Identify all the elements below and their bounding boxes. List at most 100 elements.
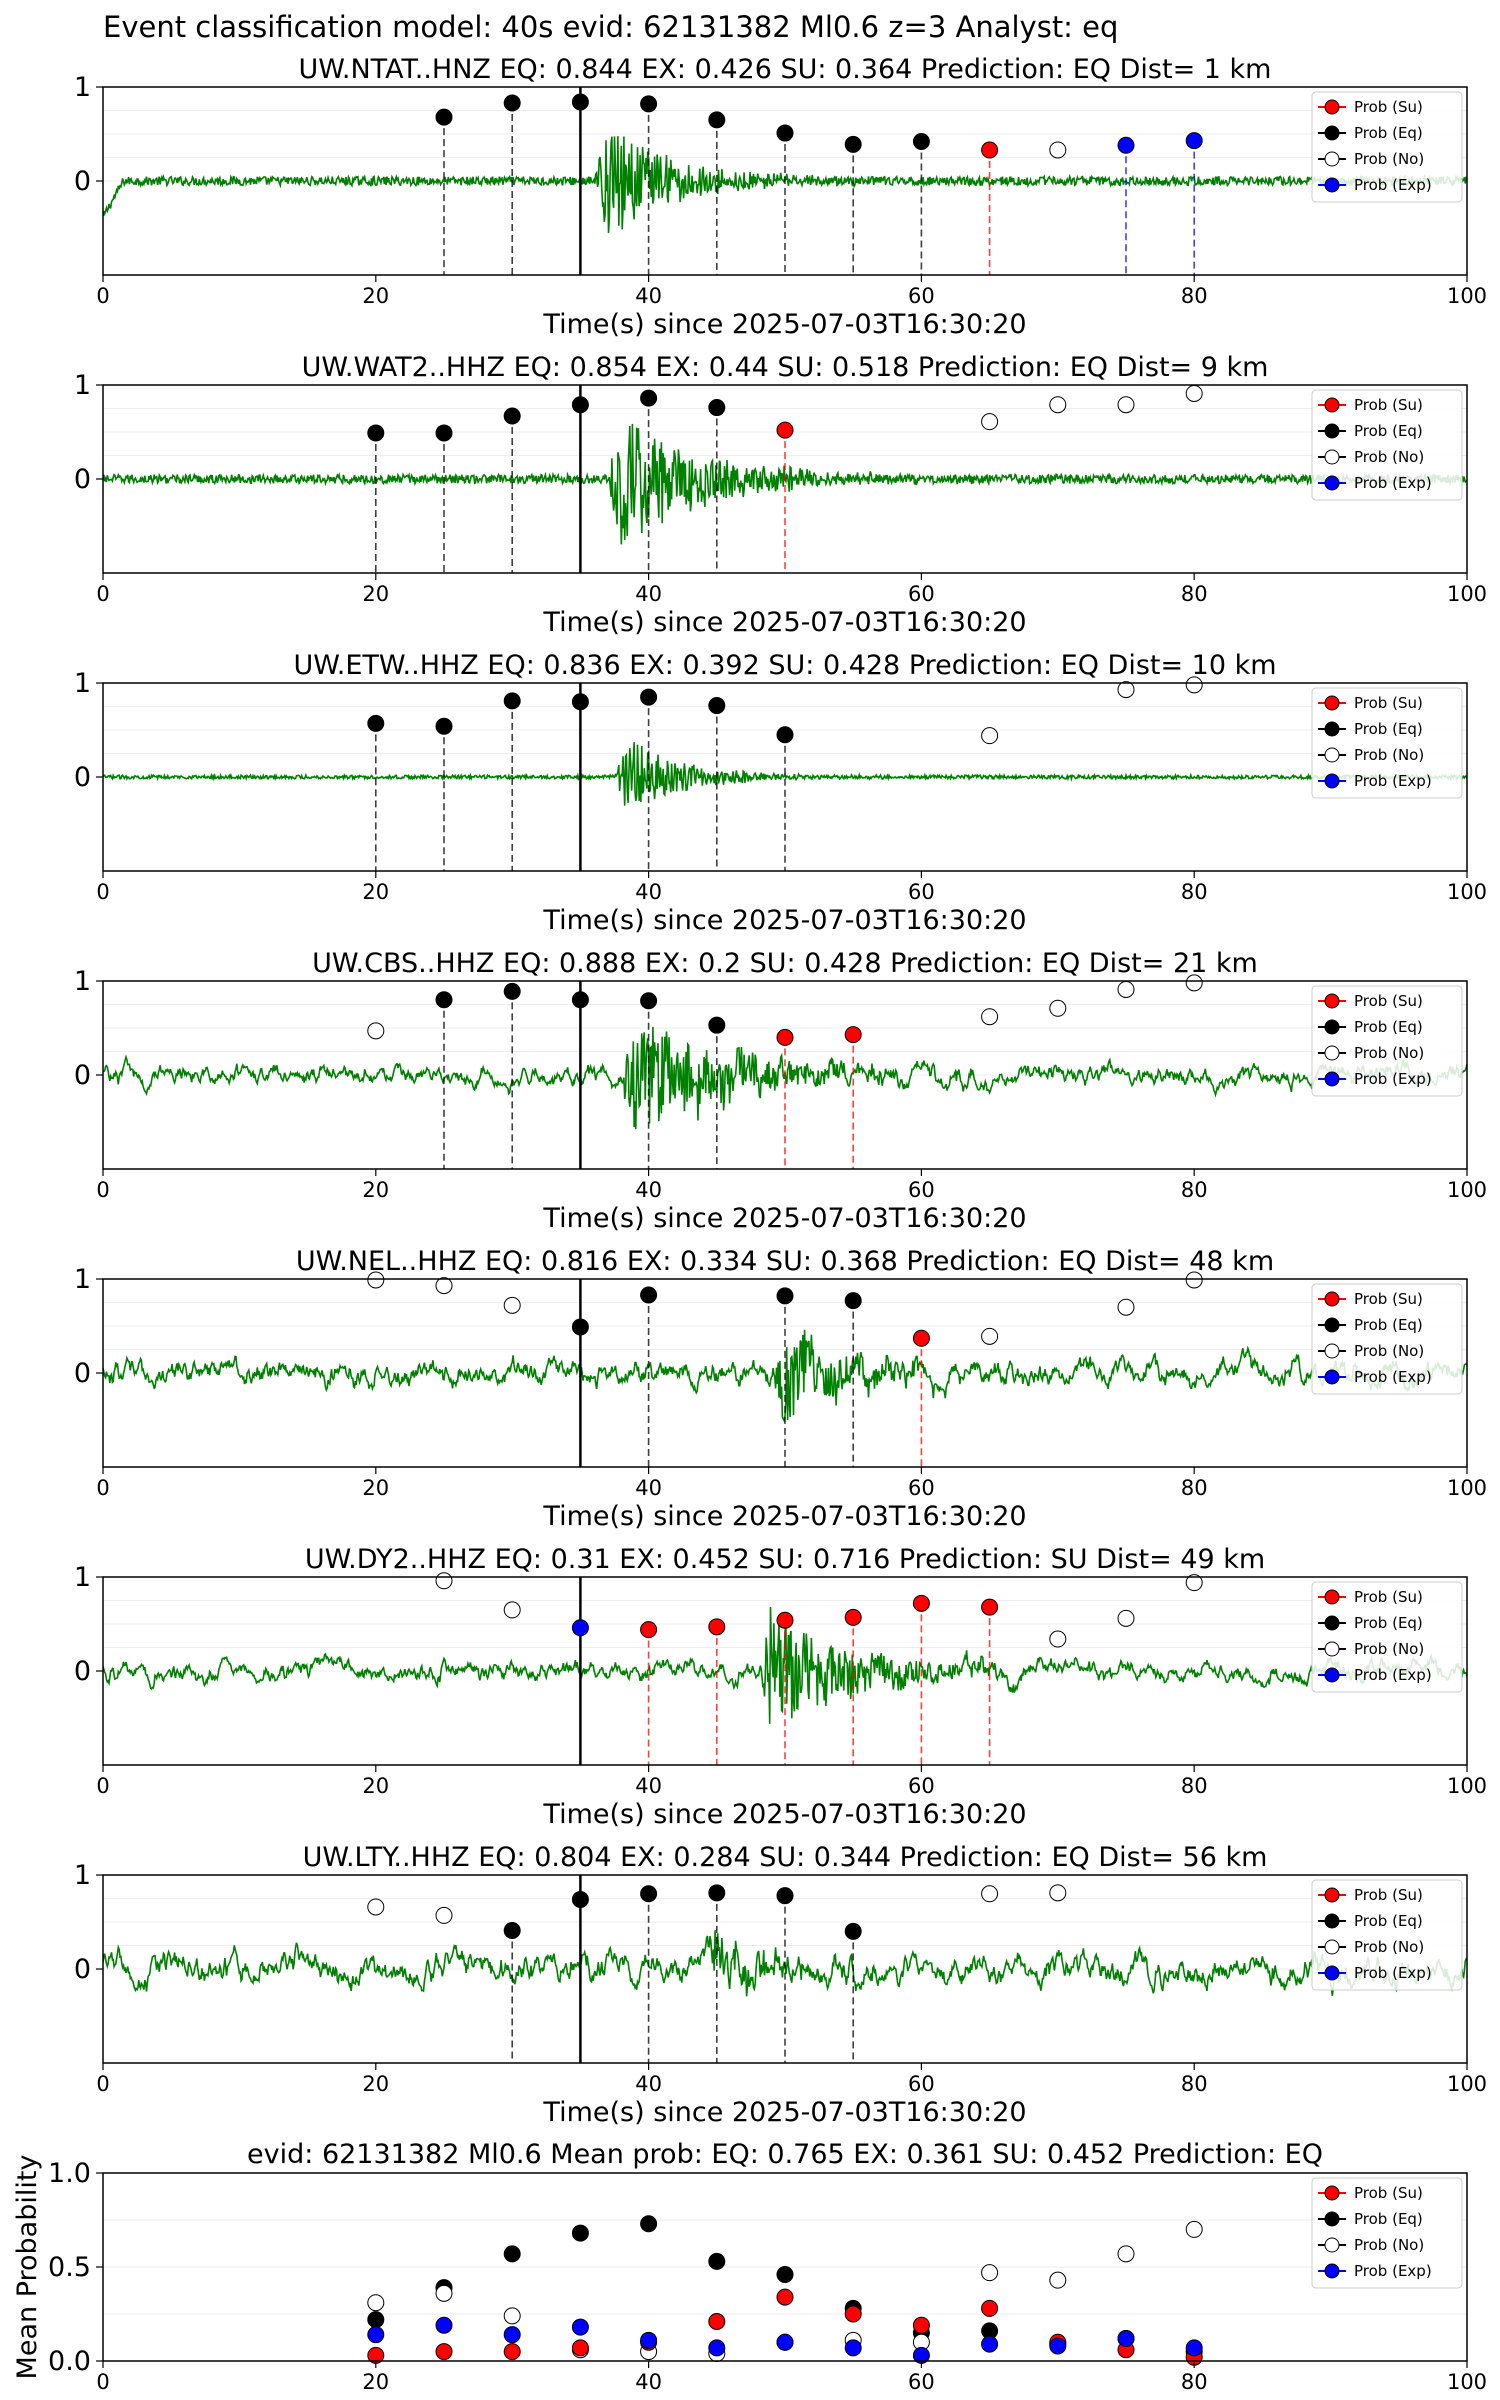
panel-title: UW.LTY..HHZ EQ: 0.804 EX: 0.284 SU: 0.34… bbox=[303, 1842, 1268, 1873]
x-tick-label: 0 bbox=[96, 880, 109, 904]
prob-point-no bbox=[1185, 1574, 1203, 1592]
prob-point-eq bbox=[503, 407, 521, 425]
prob-point-no bbox=[1185, 384, 1203, 402]
prob-point-eq bbox=[435, 108, 453, 126]
legend-marker bbox=[1324, 1615, 1340, 1631]
legend-marker bbox=[1324, 1291, 1340, 1307]
prob-point-eq bbox=[435, 424, 453, 442]
waveform-layer bbox=[103, 1329, 1467, 1424]
y-tick-label: 0 bbox=[74, 1358, 91, 1389]
legend-marker bbox=[1324, 747, 1340, 763]
prob-point-su bbox=[776, 1611, 794, 1629]
x-tick-label: 0 bbox=[96, 1178, 109, 1202]
mean-point-no bbox=[981, 2264, 999, 2282]
mean-point-exp bbox=[844, 2339, 862, 2357]
mean-point-exp bbox=[1049, 2337, 1067, 2355]
x-tick-label: 80 bbox=[1181, 2370, 1208, 2394]
prob-point-eq bbox=[776, 1287, 794, 1305]
legend-frame bbox=[1311, 687, 1463, 799]
x-tick-label: 20 bbox=[362, 284, 389, 308]
mean-point-exp bbox=[503, 2326, 521, 2344]
prob-point-eq bbox=[571, 1318, 589, 1336]
x-axis-label: Time(s) since 2025-07-03T16:30:20 bbox=[542, 309, 1026, 340]
x-tick-label: 60 bbox=[908, 1774, 935, 1798]
legend-label: Prob (Exp) bbox=[1354, 1368, 1432, 1386]
prob-point-eq bbox=[844, 135, 862, 153]
x-tick-label: 40 bbox=[635, 284, 662, 308]
mean-point-su bbox=[912, 2316, 930, 2334]
x-tick-label: 60 bbox=[908, 1178, 935, 1202]
prob-point-no bbox=[1049, 1630, 1067, 1648]
mean-point-exp bbox=[435, 2316, 453, 2334]
prob-point-no bbox=[435, 1572, 453, 1590]
legend-label: Prob (Exp) bbox=[1354, 772, 1432, 790]
legend-frame bbox=[1311, 985, 1463, 1097]
legend-marker bbox=[1324, 1939, 1340, 1955]
y-tick-label: 1.0 bbox=[48, 2158, 91, 2189]
mean-point-su bbox=[503, 2343, 521, 2361]
prob-point-no bbox=[367, 1271, 385, 1289]
legend-label: Prob (Eq) bbox=[1354, 1614, 1423, 1632]
legend-marker bbox=[1324, 1045, 1340, 1061]
x-tick-label: 60 bbox=[908, 880, 935, 904]
legend-marker bbox=[1324, 1913, 1340, 1929]
x-tick-label: 20 bbox=[362, 1476, 389, 1500]
panel-title: UW.WAT2..HHZ EQ: 0.854 EX: 0.44 SU: 0.51… bbox=[302, 352, 1269, 383]
prob-point-exp bbox=[1117, 136, 1135, 154]
mean-point-eq bbox=[571, 2224, 589, 2242]
mean-point-no bbox=[1185, 2220, 1203, 2238]
legend-label: Prob (No) bbox=[1354, 1938, 1424, 1956]
panel-4: UW.CBS..HHZ EQ: 0.888 EX: 0.2 SU: 0.428 … bbox=[74, 948, 1487, 1234]
legend-label: Prob (No) bbox=[1354, 2236, 1424, 2254]
x-tick-label: 40 bbox=[635, 1774, 662, 1798]
prob-point-eq bbox=[571, 991, 589, 1009]
prob-point-su bbox=[844, 1608, 862, 1626]
x-tick-label: 60 bbox=[908, 284, 935, 308]
panel-1: UW.NTAT..HNZ EQ: 0.844 EX: 0.426 SU: 0.3… bbox=[74, 54, 1487, 340]
x-tick-label: 20 bbox=[362, 2072, 389, 2096]
prob-point-no bbox=[981, 1885, 999, 1903]
x-tick-label: 40 bbox=[635, 880, 662, 904]
panel-3: UW.ETW..HHZ EQ: 0.836 EX: 0.392 SU: 0.42… bbox=[74, 650, 1487, 936]
mean-point-eq bbox=[640, 2215, 658, 2233]
prob-point-eq bbox=[776, 726, 794, 744]
panel-title: UW.DY2..HHZ EQ: 0.31 EX: 0.452 SU: 0.716… bbox=[305, 1544, 1265, 1575]
x-tick-label: 80 bbox=[1181, 2072, 1208, 2096]
legend-marker bbox=[1324, 2185, 1340, 2201]
panel-6: UW.DY2..HHZ EQ: 0.31 EX: 0.452 SU: 0.716… bbox=[74, 1544, 1487, 1830]
x-tick-label: 60 bbox=[908, 582, 935, 606]
panel-title: UW.NTAT..HNZ EQ: 0.844 EX: 0.426 SU: 0.3… bbox=[299, 54, 1272, 85]
mean-point-exp bbox=[640, 2331, 658, 2349]
mean-point-su bbox=[844, 2305, 862, 2323]
x-tick-label: 100 bbox=[1447, 582, 1487, 606]
legend-label: Prob (Su) bbox=[1354, 98, 1423, 116]
mean-point-no bbox=[1049, 2271, 1067, 2289]
prob-point-eq bbox=[571, 693, 589, 711]
legend-marker bbox=[1324, 151, 1340, 167]
mean-point-no bbox=[435, 2284, 453, 2302]
y-tick-label: 1 bbox=[74, 1264, 91, 1295]
y-tick-label: 0.5 bbox=[48, 2252, 91, 2283]
x-tick-label: 0 bbox=[96, 582, 109, 606]
legend-label: Prob (Eq) bbox=[1354, 1912, 1423, 1930]
prob-point-no bbox=[1117, 1609, 1135, 1627]
waveform-trace bbox=[103, 136, 1467, 233]
mean-point-no bbox=[367, 2294, 385, 2312]
legend-marker bbox=[1324, 1369, 1340, 1385]
legend-frame bbox=[1311, 2177, 1463, 2289]
legend-marker bbox=[1324, 125, 1340, 141]
x-axis-label: Time(s) since 2025-07-03T16:30:20 bbox=[542, 905, 1026, 936]
y-tick-label: 0 bbox=[74, 1954, 91, 1985]
prob-point-eq bbox=[640, 688, 658, 706]
x-tick-label: 100 bbox=[1447, 1476, 1487, 1500]
legend-marker bbox=[1324, 475, 1340, 491]
x-tick-label: 0 bbox=[96, 2072, 109, 2096]
legend-label: Prob (No) bbox=[1354, 1342, 1424, 1360]
prob-point-eq bbox=[640, 1885, 658, 1903]
x-tick-label: 100 bbox=[1447, 2370, 1487, 2394]
prob-point-eq bbox=[844, 1292, 862, 1310]
prob-point-eq bbox=[708, 399, 726, 417]
legend-marker bbox=[1324, 99, 1340, 115]
mean-point-exp bbox=[1185, 2339, 1203, 2357]
x-tick-label: 20 bbox=[362, 880, 389, 904]
